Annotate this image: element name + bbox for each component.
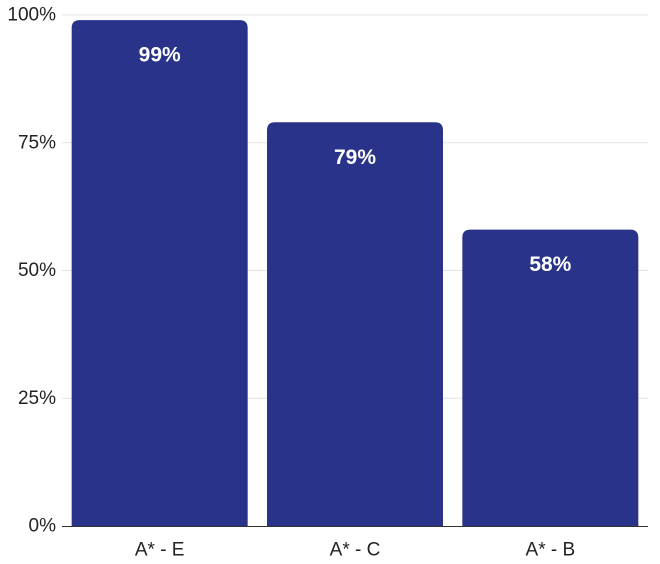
y-tick-label: 100% bbox=[7, 5, 56, 26]
bar bbox=[71, 20, 248, 527]
data-label: 79% bbox=[334, 146, 376, 169]
y-axis-ticks: 0% 25% 50% 75% 100% bbox=[7, 5, 56, 537]
bar bbox=[462, 229, 639, 526]
data-labels: 99% 79% 58% bbox=[139, 44, 572, 277]
data-label: 58% bbox=[529, 253, 571, 276]
data-label: 99% bbox=[139, 44, 181, 67]
bars bbox=[71, 20, 639, 527]
y-tick-label: 0% bbox=[29, 516, 57, 537]
y-tick-label: 50% bbox=[18, 260, 56, 281]
bar bbox=[267, 122, 443, 526]
x-tick-label: A* - E bbox=[135, 540, 185, 561]
y-tick-label: 75% bbox=[18, 132, 56, 153]
x-tick-label: A* - B bbox=[526, 540, 576, 561]
y-tick-label: 25% bbox=[18, 388, 56, 409]
x-axis-ticks: A* - E A* - C A* - B bbox=[135, 540, 575, 561]
x-tick-label: A* - C bbox=[330, 540, 381, 561]
